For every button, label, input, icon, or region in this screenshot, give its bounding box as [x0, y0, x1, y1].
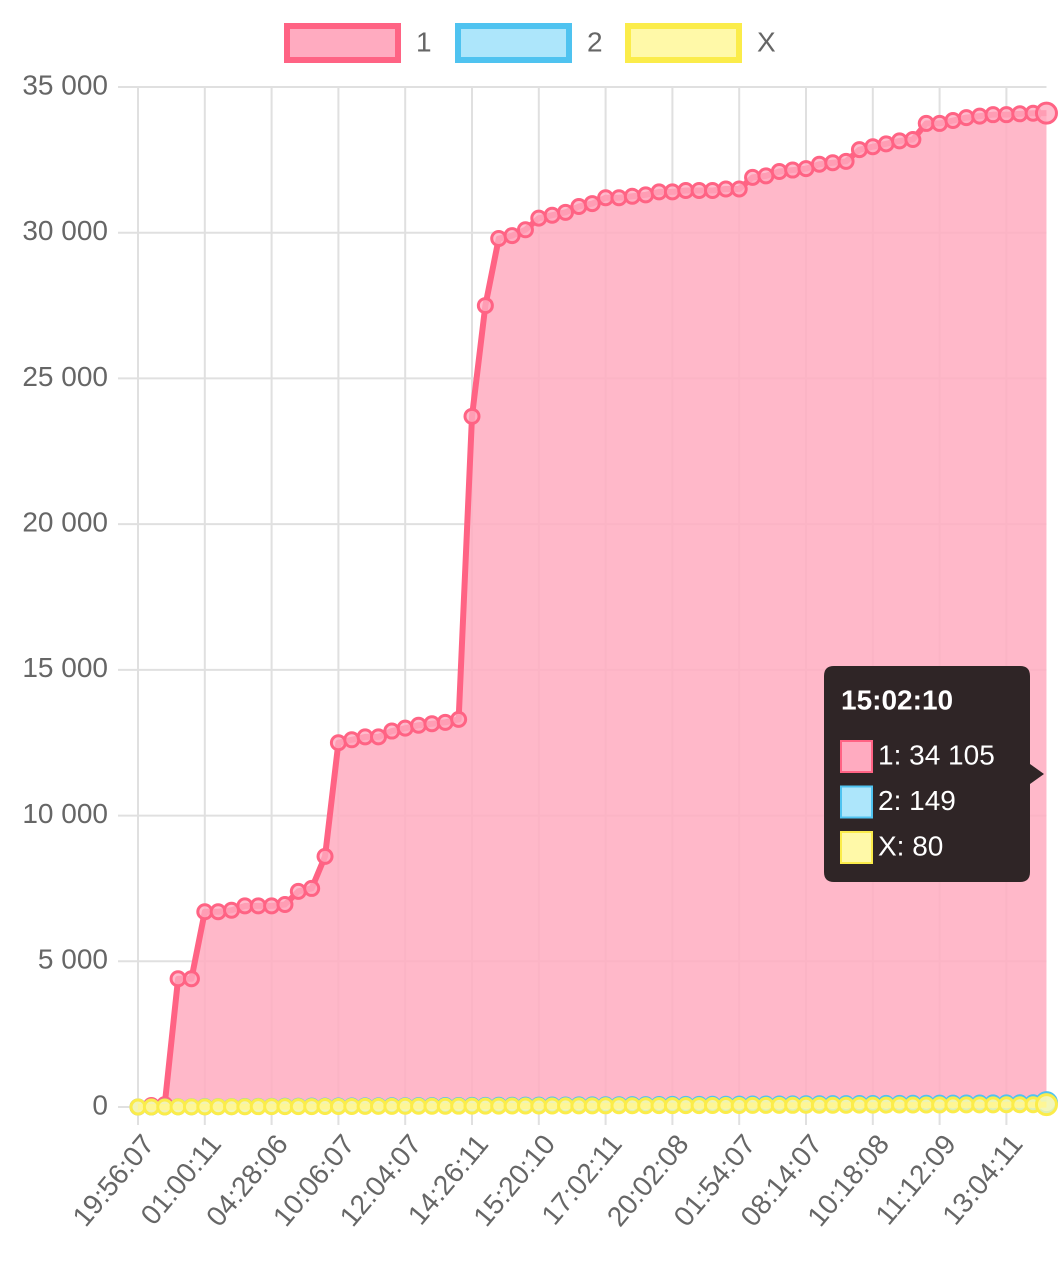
tooltip-box: [824, 666, 1044, 882]
tooltip-title: 15:02:10: [841, 684, 953, 715]
point: [957, 109, 975, 127]
y-tick-label: 5 000: [38, 944, 108, 975]
legend-swatch: [284, 23, 401, 63]
point: [1034, 1093, 1058, 1117]
point: [931, 114, 949, 132]
point: [850, 141, 868, 159]
point: [837, 152, 855, 170]
area: [138, 113, 1047, 1107]
legend-swatch: [625, 23, 742, 63]
point: [450, 710, 468, 728]
tooltip-swatch: [840, 831, 873, 864]
y-tick-label: 0: [92, 1089, 108, 1120]
point: [570, 197, 588, 215]
legend-label: 2: [587, 26, 603, 57]
tooltip: 15:02:10 1: 34 105 2: 149 X: 80: [824, 666, 1044, 882]
point: [824, 154, 842, 172]
point: [263, 897, 281, 915]
point: [637, 186, 655, 204]
point: [891, 132, 909, 150]
point: [436, 713, 454, 731]
point: [396, 719, 414, 737]
point: [770, 163, 788, 181]
tooltip-item: 2: 149: [878, 785, 956, 816]
point: [997, 106, 1015, 124]
point: [784, 161, 802, 179]
point: [476, 297, 494, 315]
point: [583, 195, 601, 213]
y-tick-label: 25 000: [22, 361, 108, 392]
point: [410, 716, 428, 734]
point: [423, 715, 441, 733]
tooltip-swatch: [840, 785, 873, 819]
point: [730, 180, 748, 198]
point: [663, 183, 681, 201]
point: [343, 731, 361, 749]
y-tick-label: 15 000: [22, 652, 108, 683]
point: [904, 130, 922, 148]
point: [516, 221, 534, 239]
point: [503, 227, 521, 245]
legend-swatch: [455, 23, 572, 63]
tooltip-item: 1: 34 105: [878, 739, 995, 770]
point: [463, 407, 481, 425]
point: [209, 903, 227, 921]
point: [490, 230, 508, 248]
y-tick-label: 10 000: [22, 798, 108, 829]
y-tick-label: 20 000: [22, 507, 108, 538]
point: [810, 155, 828, 173]
point: [703, 181, 721, 199]
point: [329, 734, 347, 752]
point: [744, 168, 762, 186]
point: [303, 879, 321, 897]
point: [543, 206, 561, 224]
point: [877, 135, 895, 153]
point: [971, 107, 989, 125]
point: [530, 209, 548, 227]
legend-label: 1: [416, 26, 432, 57]
point: [1034, 101, 1058, 125]
point: [182, 970, 200, 988]
point: [276, 895, 294, 913]
tooltip-item: X: 80: [878, 830, 943, 861]
point: [610, 189, 628, 207]
y-tick-label: 30 000: [22, 215, 108, 246]
point: [316, 847, 334, 865]
point: [944, 112, 962, 130]
tooltip-swatch: [840, 740, 873, 773]
point: [383, 722, 401, 740]
point: [557, 203, 575, 221]
y-tick-label: 35 000: [22, 69, 108, 100]
point: [289, 882, 307, 900]
point: [864, 138, 882, 156]
legend-label: X: [757, 26, 776, 57]
point: [369, 728, 387, 746]
point: [623, 187, 641, 205]
